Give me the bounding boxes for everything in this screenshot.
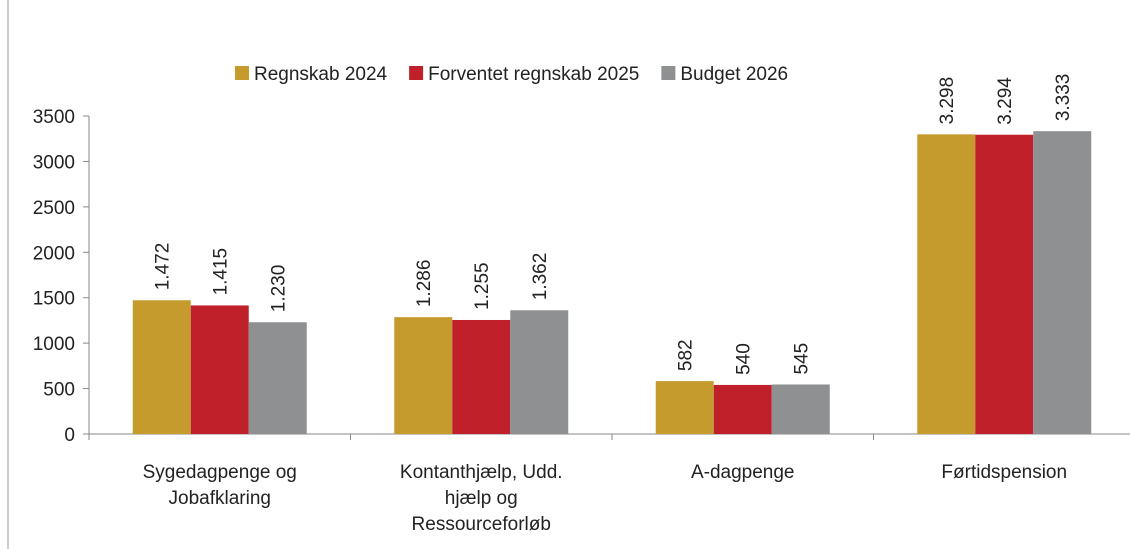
y-tick-label: 1500 <box>33 289 75 310</box>
bar <box>771 384 830 434</box>
bar <box>132 300 191 434</box>
label-line: A-dagpenge <box>691 462 795 483</box>
label-line: Førtidspension <box>941 462 1067 483</box>
x-tick-label: Sygedagpenge og Jobafklaring <box>143 462 297 509</box>
data-label: 3.333 <box>1053 74 1074 122</box>
data-label: 3.294 <box>995 77 1016 125</box>
bar <box>713 384 772 434</box>
bar <box>248 322 307 434</box>
data-label: 545 <box>792 343 813 375</box>
legend-label: Forventet regnskab 2025 <box>428 64 639 85</box>
legend-swatch <box>235 66 249 80</box>
legend-swatch <box>661 66 676 80</box>
label-line: Sygedagpenge og <box>143 462 297 483</box>
label-line: Ressourceforløb <box>412 514 551 535</box>
data-label: 582 <box>676 339 697 371</box>
data-label: 1.472 <box>153 243 174 291</box>
legend-swatch <box>409 66 424 80</box>
data-label: 1.230 <box>269 265 290 313</box>
label-line: hjælp og <box>445 488 518 509</box>
y-tick-label: 500 <box>43 380 75 401</box>
y-tick-label: 0 <box>64 425 75 446</box>
bar <box>655 381 714 434</box>
bar <box>190 305 249 434</box>
legend-label: Budget 2026 <box>680 64 788 85</box>
x-tick-label: A-dagpenge <box>691 462 795 483</box>
bar <box>1033 131 1092 434</box>
label-line: Jobafklaring <box>169 488 271 509</box>
data-label: 3.298 <box>937 77 958 125</box>
y-tick-label: 1000 <box>33 334 75 355</box>
data-label: 1.362 <box>530 253 551 301</box>
x-tick-label: Kontanthjælp, Udd. hjælp og Ressourceforlø… <box>400 462 563 535</box>
x-tick-label: Førtidspension <box>941 462 1067 483</box>
y-tick-label: 2000 <box>33 243 75 264</box>
data-label: 540 <box>734 343 755 375</box>
data-label: 1.415 <box>211 248 232 296</box>
y-tick-label: 3500 <box>33 107 75 128</box>
bar <box>917 134 976 434</box>
y-tick-label: 3000 <box>33 152 75 173</box>
y-tick-label: 2500 <box>33 198 75 219</box>
data-label: 1.286 <box>414 260 435 308</box>
legend-label: Regnskab 2024 <box>254 64 388 85</box>
bar <box>510 310 569 434</box>
data-label: 1.255 <box>472 262 493 310</box>
bar <box>452 319 511 434</box>
label-line: Kontanthjælp, Udd. <box>400 462 563 483</box>
bar <box>975 134 1034 435</box>
bar <box>394 317 453 434</box>
